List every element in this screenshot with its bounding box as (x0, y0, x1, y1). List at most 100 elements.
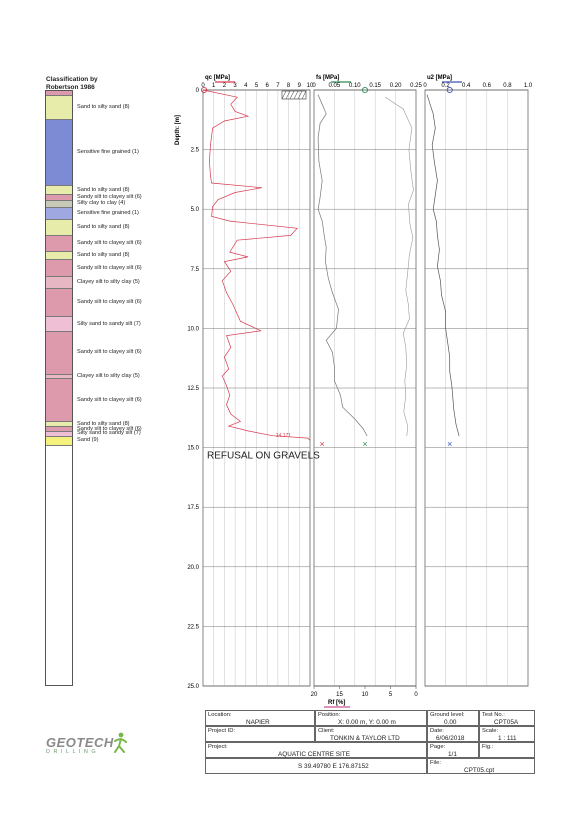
x-tick-label: 0.25 (410, 83, 422, 89)
y-tick-label: 12.5 (187, 386, 199, 392)
soil-layer-label: Sand to silty sand (8) (77, 252, 130, 259)
soil-layer (46, 427, 72, 432)
data-point-u2 (435, 127, 436, 129)
qc-limit-hatch (301, 90, 307, 100)
data-point-fs (325, 261, 326, 262)
data-point-qc (221, 375, 223, 377)
soil-layer-label: Sandy silt to clayey silt (6) (77, 299, 142, 306)
soil-layer-label: Sand to silty sand (8) (77, 186, 130, 193)
x-tick-label: 8 (287, 83, 291, 89)
data-point-qc (226, 292, 227, 293)
x-tick-label: 1 (212, 83, 216, 89)
data-point-qc (260, 330, 262, 332)
soil-layer-label: Clayey silt to silty clay (5) (77, 278, 140, 285)
data-point-qc (212, 206, 213, 208)
classification-title-line1: Classification by (46, 76, 98, 83)
data-point-qc (236, 313, 238, 315)
y-tick-label: 17.5 (187, 505, 199, 511)
x-tick-label: 0.20 (390, 83, 402, 89)
tb-file-val: CPT05.cpt (464, 767, 495, 774)
soil-layer (46, 436, 72, 447)
soil-layer (46, 422, 72, 428)
x-tick-label: 0.4 (462, 83, 471, 89)
tb-fig-key: Fig.: (482, 744, 494, 750)
soil-labels: Sand to silty sand (8) Sensitive fine gra… (75, 90, 185, 686)
soil-layer (46, 276, 72, 289)
tb-client-key: Client: (318, 728, 335, 734)
data-point-u2 (437, 235, 438, 236)
y-tick-label: 5.0 (191, 207, 200, 213)
data-point-qc (217, 199, 219, 200)
data-point-fs (321, 220, 323, 222)
company-logo: GEOTECH D R I L L I N G (46, 732, 156, 769)
logo-figure-icon (114, 732, 127, 753)
soil-layer (46, 207, 72, 220)
qc-limit-hatch (281, 90, 287, 100)
data-point-qc (230, 347, 232, 348)
soil-layer (46, 186, 72, 195)
tb-project-id-key: Project ID: (208, 728, 236, 734)
data-point-qc (309, 440, 311, 441)
data-point-qc (210, 175, 211, 177)
data-point-Rf (402, 108, 404, 110)
data-point-u2 (432, 208, 434, 210)
data-point-fs (362, 428, 364, 429)
tb-page: Page: 1/1 (427, 742, 479, 758)
tb-ground: Ground level: 0.00 (427, 710, 479, 726)
soil-layer (46, 91, 72, 96)
data-point-fs (325, 247, 327, 248)
data-point-qc (224, 356, 225, 358)
tb-test-key: Test No.: (482, 712, 505, 718)
soil-layer-label: Sandy silt to clayey silt (6) (77, 425, 142, 432)
refusal-note: REFUSAL ON GRAVELS (207, 450, 320, 461)
data-point-u2 (449, 371, 451, 372)
data-point-fs (327, 278, 329, 279)
data-point-Rf (408, 149, 410, 150)
data-point-Rf (406, 435, 408, 436)
data-point-Rf (405, 289, 407, 291)
refusal-marker: × (320, 439, 325, 449)
soil-layer-label: Sand to silty sand (8) (77, 224, 130, 231)
data-point-u2 (455, 423, 457, 425)
annotation-label: 14.171 (276, 433, 292, 439)
data-point-fs (332, 351, 333, 353)
data-point-Rf (412, 237, 414, 239)
data-point-Rf (409, 223, 411, 224)
refusal-marker: × (447, 439, 452, 449)
data-point-u2 (445, 328, 446, 329)
data-point-qc (226, 404, 227, 405)
data-point-Rf (413, 189, 414, 191)
soil-layer (46, 251, 72, 261)
data-point-qc (211, 216, 212, 217)
rf-axis-label: Rf [%] (328, 700, 345, 706)
data-point-fs (332, 292, 333, 293)
y-tick-label: 0 (196, 88, 200, 94)
data-point-fs (336, 328, 337, 329)
data-point-qc (232, 304, 234, 305)
data-point-qc (236, 239, 238, 241)
data-point-u2 (439, 249, 440, 251)
soil-layer-label: Sandy silt to clayey silt (6) (77, 240, 142, 247)
data-point-Rf (385, 96, 386, 98)
data-point-qc (234, 192, 236, 193)
soil-layer-label: Silty sand to sandy silt (7) (77, 430, 141, 437)
soil-layer (46, 379, 72, 423)
data-point-qc (224, 261, 225, 262)
tb-test-val: CPT05A (494, 719, 519, 726)
x-tick-label: 6 (266, 83, 270, 89)
soil-layer (46, 331, 72, 375)
data-point-fs (319, 196, 321, 198)
x-tick-label: 1.0 (524, 83, 533, 89)
data-point-u2 (447, 342, 448, 344)
panel-label: qc [MPa] (205, 75, 230, 81)
data-point-u2 (437, 180, 438, 181)
soil-layer-label: Sandy silt to clayey silt (6) (77, 349, 142, 356)
tb-ground-key: Ground level: (430, 712, 465, 718)
tb-date-val: 6/06/2018 (436, 735, 465, 742)
x-tick-label: 3 (233, 83, 237, 89)
data-point-fs (317, 137, 319, 138)
data-point-qc (202, 89, 204, 91)
data-point-u2 (449, 356, 451, 358)
x-tick-label: 0 (423, 83, 427, 89)
soil-layer (46, 260, 72, 277)
